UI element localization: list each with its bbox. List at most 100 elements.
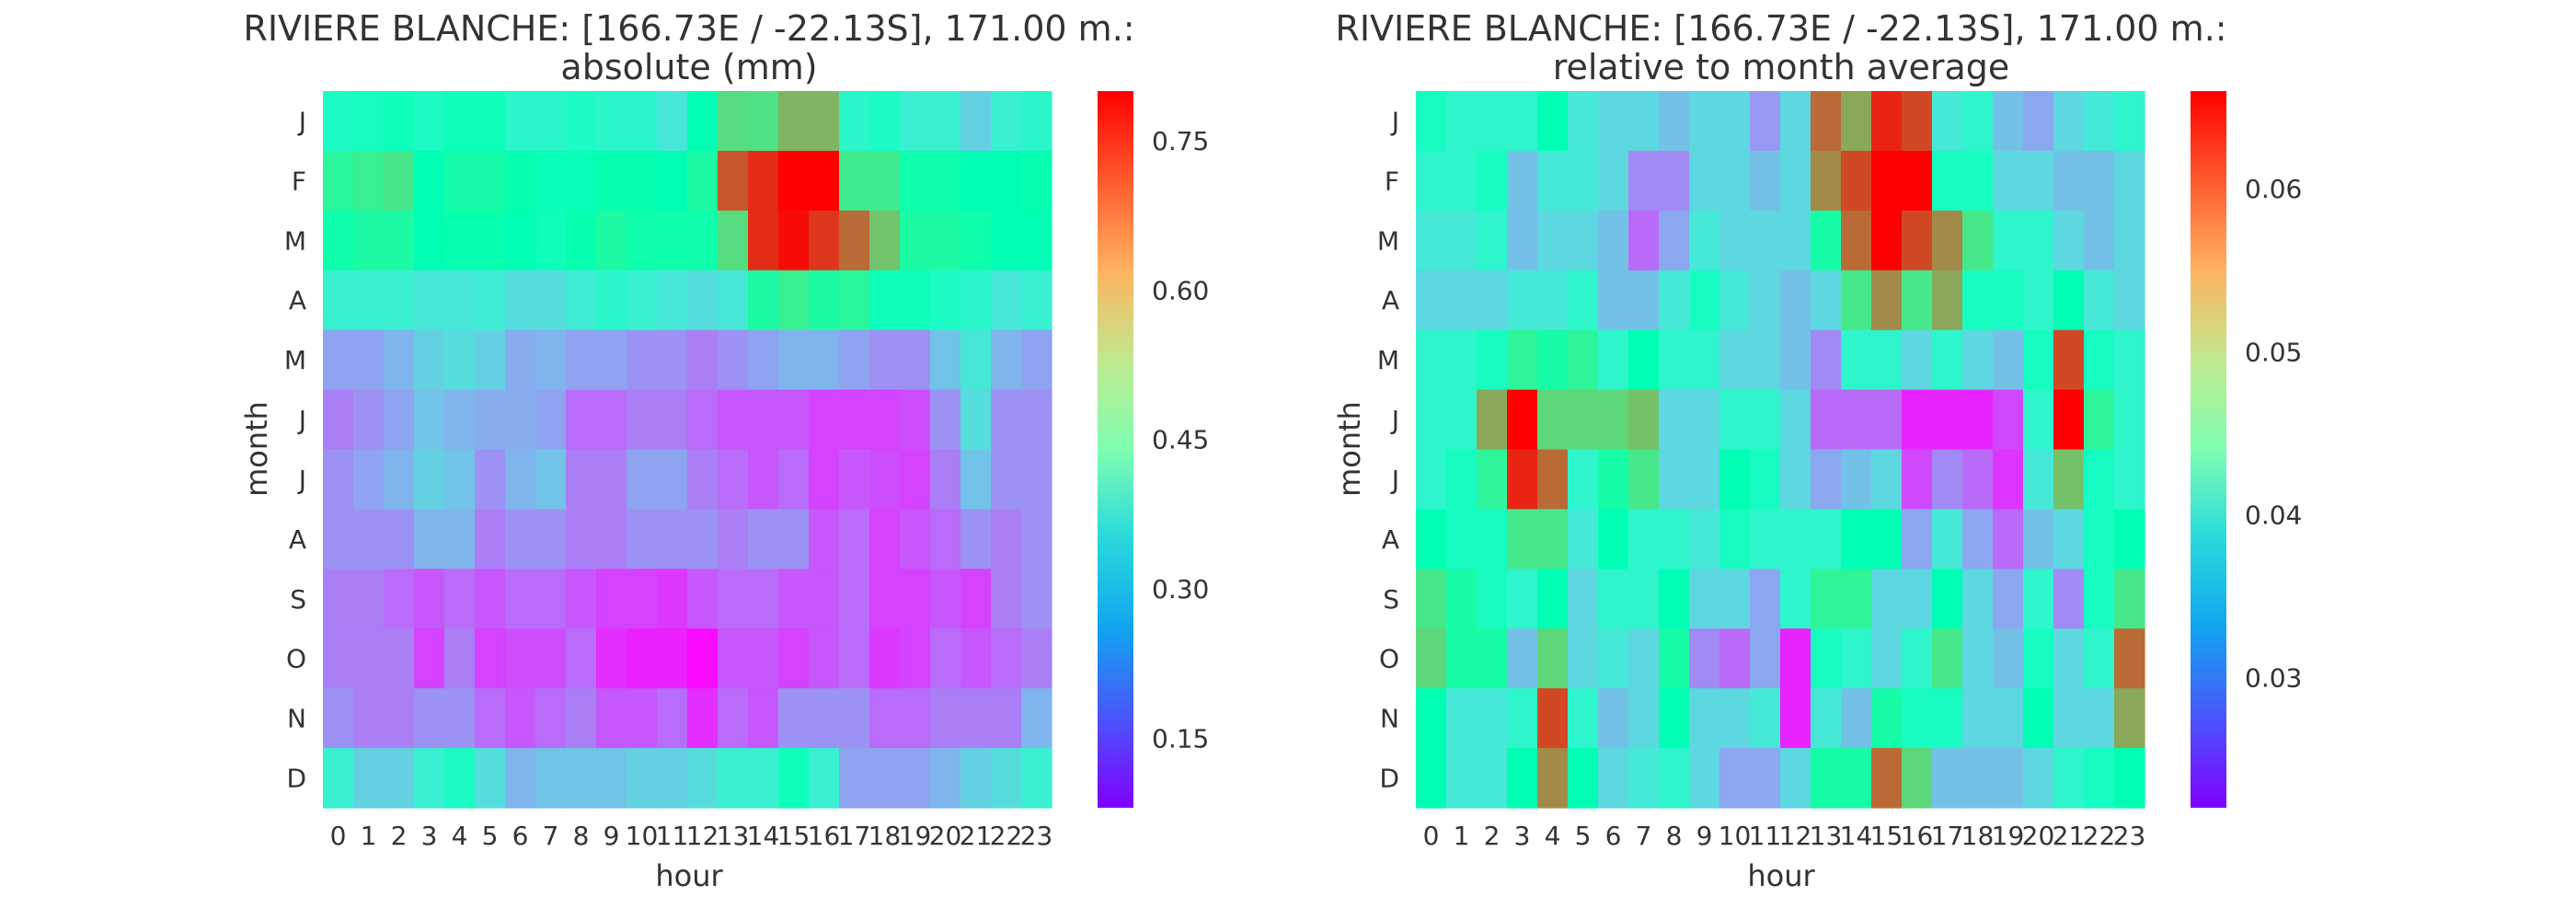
heatmap-cell: [778, 270, 810, 331]
heatmap-cell: [1993, 150, 2024, 212]
heatmap-cell: [444, 329, 476, 391]
heatmap-cell: [444, 628, 476, 689]
heatmap-cell: [596, 449, 627, 511]
x-tick-label: 11: [656, 821, 689, 851]
heatmap-cell: [1659, 569, 1690, 629]
heatmap-cell: [627, 329, 658, 391]
heatmap-cell: [2084, 688, 2115, 749]
heatmap-cell: [2114, 449, 2145, 511]
heatmap-cell: [1446, 270, 1478, 331]
y-tick-label: F: [1385, 166, 1399, 196]
heatmap-cell: [1689, 628, 1720, 689]
heatmap-cell: [930, 329, 961, 391]
heatmap-cell: [1993, 449, 2024, 511]
heatmap-cell: [2023, 688, 2054, 749]
heatmap-cell: [353, 688, 385, 749]
heatmap-cell: [900, 748, 931, 809]
heatmap-cell: [991, 150, 1022, 212]
heatmap-cell: [384, 688, 415, 749]
heatmap-cell: [1628, 210, 1660, 271]
heatmap-cell: [1780, 569, 1811, 629]
heatmap-cell: [839, 688, 870, 749]
heatmap-cell: [1507, 628, 1538, 689]
heatmap-cell: [748, 569, 779, 629]
heatmap-cell: [1780, 688, 1811, 749]
heatmap-cell: [505, 628, 536, 689]
heatmap-cell: [596, 91, 627, 152]
heatmap-cell: [2084, 449, 2115, 511]
heatmap-cell: [1871, 210, 1903, 271]
colorbar: [2191, 91, 2226, 808]
heatmap-panel-absolute: RIVIERE BLANCHE: [166.73E / -22.13S], 17…: [239, 8, 1209, 893]
heatmap-cell: [1841, 748, 1872, 809]
heatmap-cell: [475, 150, 506, 212]
heatmap-cell: [839, 329, 870, 391]
heatmap-cell: [1568, 91, 1599, 152]
heatmap-cell: [566, 210, 597, 271]
heatmap-cell: [1871, 509, 1903, 569]
heatmap-cell: [1689, 449, 1720, 511]
heatmap-cell: [991, 210, 1022, 271]
x-tick-label: 0: [1423, 821, 1440, 851]
heatmap-cell: [627, 150, 658, 212]
heatmap-cell: [1598, 91, 1629, 152]
heatmap-cell: [687, 628, 719, 689]
heatmap-cell: [687, 210, 719, 271]
heatmap-cell: [657, 509, 688, 569]
heatmap-cells: [1416, 91, 2145, 809]
heatmap-cell: [1537, 329, 1569, 391]
x-tick-label: 10: [626, 821, 659, 851]
heatmap-cell: [1537, 449, 1569, 511]
heatmap-cell: [2114, 389, 2145, 451]
heatmap-cell: [505, 509, 536, 569]
heatmap-cell: [718, 91, 749, 152]
heatmap-cell: [718, 329, 749, 391]
heatmap-cell: [1021, 329, 1052, 391]
heatmap-cell: [2053, 91, 2085, 152]
heatmap-cell: [535, 449, 567, 511]
heatmap-cell: [444, 509, 476, 569]
heatmap-cell: [1871, 569, 1903, 629]
heatmap-cell: [1416, 150, 1447, 212]
heatmap-cell: [869, 150, 901, 212]
heatmap-cell: [1021, 210, 1052, 271]
heatmap-cell: [1871, 628, 1903, 689]
heatmap-cell: [900, 449, 931, 511]
heatmap-cell: [1689, 270, 1720, 331]
y-tick-label: M: [1377, 345, 1399, 375]
heatmap-cell: [1568, 150, 1599, 212]
heatmap-cell: [2084, 748, 2115, 809]
y-tick-label: J: [1390, 106, 1399, 136]
heatmap-cell: [1659, 91, 1690, 152]
heatmap-cell: [1477, 389, 1508, 451]
heatmap-cell: [414, 509, 445, 569]
heatmap-cell: [960, 688, 992, 749]
y-tick-label: F: [292, 166, 306, 196]
heatmap-cell: [869, 210, 901, 271]
heatmap-cell: [1962, 389, 1994, 451]
x-tick-label: 2: [1484, 821, 1501, 851]
heatmap-cell: [809, 270, 840, 331]
heatmap-cell: [748, 748, 779, 809]
heatmap-cell: [1689, 569, 1720, 629]
heatmap-cell: [991, 91, 1022, 152]
heatmap-cell: [353, 91, 385, 152]
heatmap-cell: [991, 688, 1022, 749]
heatmap-cell: [1021, 748, 1052, 809]
heatmap-cell: [1537, 150, 1569, 212]
heatmap-cell: [1507, 688, 1538, 749]
heatmap-cell: [505, 270, 536, 331]
heatmap-cell: [1446, 210, 1478, 271]
heatmap-cell: [687, 270, 719, 331]
heatmap-cell: [900, 270, 931, 331]
heatmap-cell: [1507, 569, 1538, 629]
heatmap-cell: [384, 150, 415, 212]
heatmap-cell: [657, 210, 688, 271]
chart-subtitle: absolute (mm): [560, 47, 817, 87]
heatmap-cell: [1750, 150, 1781, 212]
heatmap-cell: [1568, 569, 1599, 629]
x-tick-label: 23: [1020, 821, 1053, 851]
heatmap-cell: [2023, 270, 2054, 331]
heatmap-cell: [505, 569, 536, 629]
